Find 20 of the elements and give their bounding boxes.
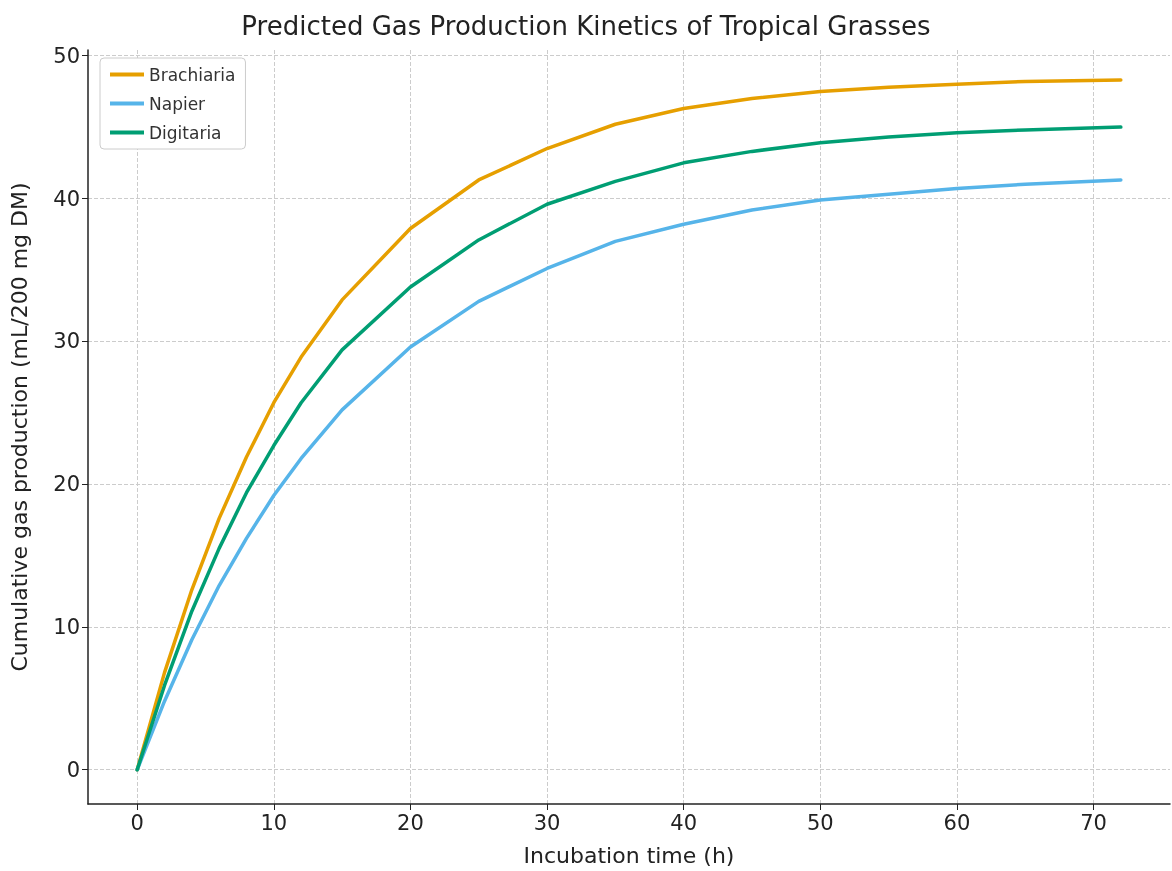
y-axis-title: Cumulative gas production (mL/200 mg DM) [6, 182, 32, 672]
chart-title: Predicted Gas Production Kinetics of Tropical Grasses [241, 11, 931, 41]
y-tick-label: 40 [53, 186, 80, 211]
x-tick-label: 30 [533, 810, 561, 835]
y-tick-label: 30 [53, 329, 80, 354]
x-tick-label: 0 [130, 810, 144, 835]
legend-label: Digitaria [149, 122, 222, 143]
legend-label: Brachiaria [149, 64, 236, 85]
x-tick-label: 60 [943, 810, 971, 835]
y-tick-label: 50 [53, 43, 80, 68]
legend-label: Napier [149, 93, 206, 114]
x-tick-label: 20 [397, 810, 424, 835]
y-tick-label: 10 [53, 614, 80, 639]
x-tick-label: 70 [1080, 810, 1107, 835]
x-tick-label: 40 [670, 810, 698, 835]
y-tick-label: 20 [53, 472, 80, 497]
x-tick-label: 10 [260, 810, 288, 835]
y-tick-label: 0 [66, 757, 80, 782]
x-tick-label: 50 [806, 810, 834, 835]
x-axis-title: Incubation time (h) [523, 842, 735, 868]
